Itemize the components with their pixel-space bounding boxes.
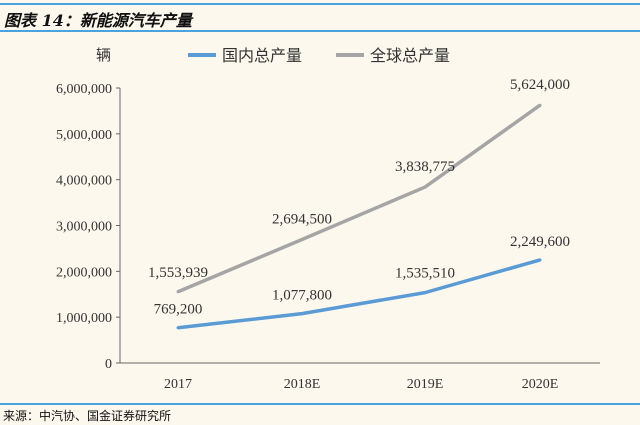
data-point — [538, 103, 542, 107]
data-label: 5,624,000 — [510, 77, 570, 93]
line-chart: 0 1,000,000 2,000,000 3,000,000 4,000,000 5,0… — [56, 47, 600, 392]
figure-title: 图表 14：新能源汽车产量 — [4, 11, 192, 30]
data-point — [300, 238, 304, 242]
data-point — [176, 326, 180, 330]
data-label: 2,249,600 — [510, 234, 570, 250]
data-point — [176, 290, 180, 294]
y-tick-label: 6,000,000 — [56, 82, 112, 97]
y-tick-label: 5,000,000 — [56, 128, 112, 143]
x-tick-label: 2017 — [164, 377, 192, 392]
data-point — [300, 312, 304, 316]
x-tick-label: 2020E — [522, 377, 559, 392]
x-tick-label: 2019E — [407, 377, 444, 392]
y-tick-label: 4,000,000 — [56, 174, 112, 189]
legend-label: 全球总产量 — [370, 47, 450, 65]
series-line — [177, 103, 542, 294]
data-label: 3,838,775 — [395, 159, 455, 175]
data-point — [538, 258, 542, 262]
title-rule — [0, 30, 640, 32]
y-axis-label: 辆 — [96, 47, 111, 64]
series-line — [177, 258, 541, 330]
legend-label: 国内总产量 — [222, 47, 302, 65]
data-label: 1,553,939 — [148, 265, 208, 281]
data-label: 769,200 — [154, 302, 203, 318]
data-point — [423, 185, 427, 189]
data-label: 2,694,500 — [272, 212, 332, 228]
bottom-rule — [0, 403, 640, 405]
source-note: 来源：中汽协、国金证券研究所 — [3, 409, 172, 423]
x-tick-label: 2018E — [284, 377, 321, 392]
y-tick-label: 2,000,000 — [56, 265, 112, 280]
data-label: 1,077,800 — [272, 288, 332, 304]
y-tick-label: 3,000,000 — [56, 220, 112, 235]
y-tick-label: 1,000,000 — [56, 311, 112, 326]
top-rule — [0, 3, 640, 5]
data-label: 1,535,510 — [395, 266, 455, 282]
y-tick-label: 0 — [105, 357, 112, 372]
data-point — [423, 291, 427, 295]
